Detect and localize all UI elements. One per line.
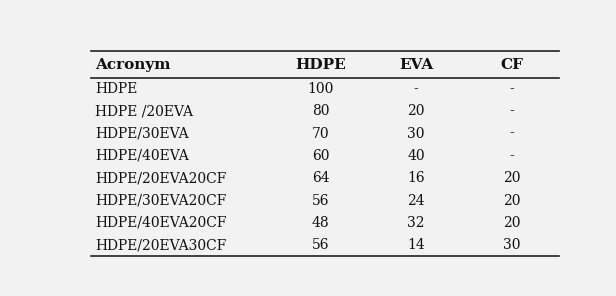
Text: HDPE/20EVA20CF: HDPE/20EVA20CF — [95, 171, 227, 185]
Text: HDPE: HDPE — [295, 58, 346, 72]
Text: 48: 48 — [312, 216, 330, 230]
Text: 24: 24 — [407, 194, 425, 207]
Text: 20: 20 — [407, 104, 424, 118]
Text: 32: 32 — [407, 216, 424, 230]
Text: -: - — [509, 82, 514, 96]
Text: -: - — [509, 104, 514, 118]
Text: 40: 40 — [407, 149, 425, 163]
Text: -: - — [509, 126, 514, 141]
Text: HDPE/30EVA: HDPE/30EVA — [95, 126, 188, 141]
Text: Acronym: Acronym — [95, 58, 171, 72]
Text: EVA: EVA — [399, 58, 433, 72]
Text: -: - — [509, 149, 514, 163]
Text: 30: 30 — [407, 126, 424, 141]
Text: HDPE/40EVA20CF: HDPE/40EVA20CF — [95, 216, 227, 230]
Text: 14: 14 — [407, 238, 425, 252]
Text: 64: 64 — [312, 171, 330, 185]
Text: 56: 56 — [312, 194, 329, 207]
Text: HDPE: HDPE — [95, 82, 137, 96]
Text: 20: 20 — [503, 194, 520, 207]
Text: 80: 80 — [312, 104, 329, 118]
Text: 56: 56 — [312, 238, 329, 252]
Text: HDPE/40EVA: HDPE/40EVA — [95, 149, 189, 163]
Text: 20: 20 — [503, 216, 520, 230]
Text: 30: 30 — [503, 238, 520, 252]
Text: -: - — [413, 82, 418, 96]
Text: CF: CF — [500, 58, 523, 72]
Text: 20: 20 — [503, 171, 520, 185]
Text: HDPE/30EVA20CF: HDPE/30EVA20CF — [95, 194, 227, 207]
Text: HDPE /20EVA: HDPE /20EVA — [95, 104, 193, 118]
Text: 100: 100 — [307, 82, 334, 96]
Text: 70: 70 — [312, 126, 330, 141]
Text: HDPE/20EVA30CF: HDPE/20EVA30CF — [95, 238, 227, 252]
Text: 16: 16 — [407, 171, 425, 185]
Text: 60: 60 — [312, 149, 329, 163]
